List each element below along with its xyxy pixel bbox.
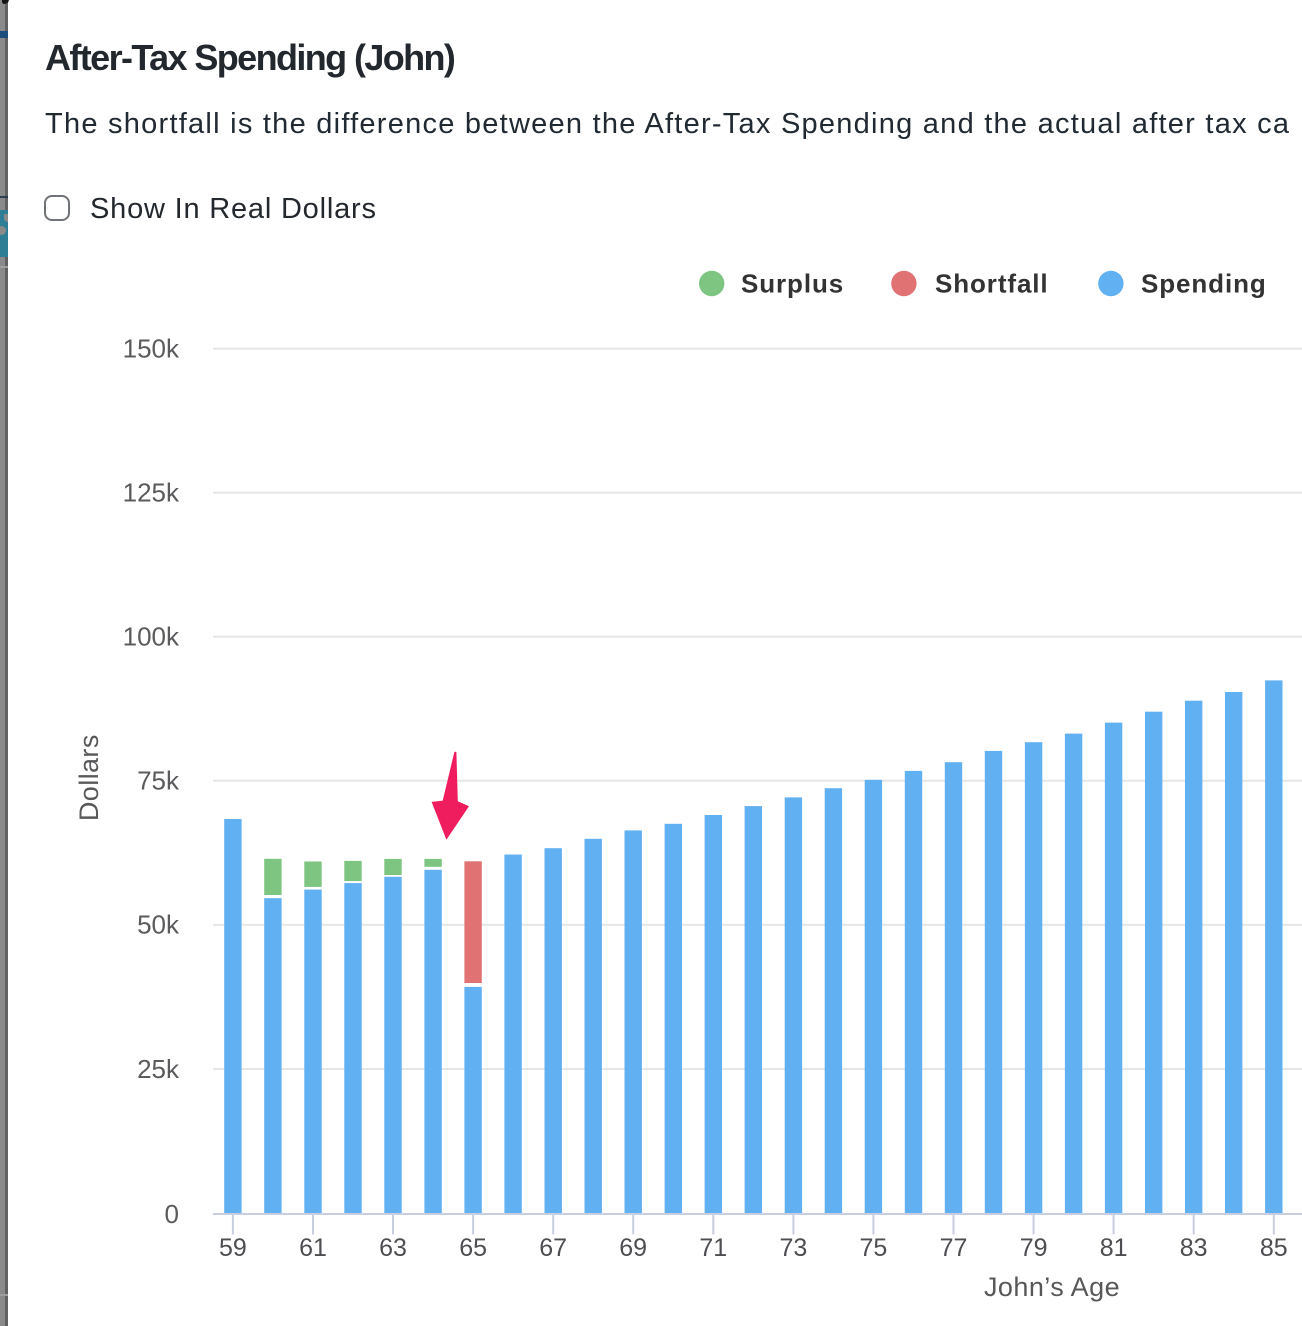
svg-text:Dollars: Dollars — [74, 734, 104, 821]
svg-text:77: 77 — [940, 1234, 968, 1262]
svg-text:25k: 25k — [137, 1054, 180, 1084]
svg-text:Shortfall: Shortfall — [935, 269, 1049, 299]
svg-text:73: 73 — [779, 1234, 807, 1262]
svg-text:79: 79 — [1020, 1234, 1048, 1262]
svg-text:59: 59 — [219, 1234, 247, 1262]
svg-text:100k: 100k — [123, 622, 180, 652]
svg-text:69: 69 — [619, 1234, 647, 1262]
svg-text:125k: 125k — [123, 478, 180, 508]
svg-text:61: 61 — [299, 1234, 327, 1262]
svg-text:0: 0 — [165, 1199, 179, 1229]
svg-text:50k: 50k — [137, 910, 180, 940]
svg-text:150k: 150k — [123, 334, 180, 364]
svg-text:Surplus: Surplus — [741, 269, 844, 299]
svg-text:Spending: Spending — [1141, 269, 1267, 299]
svg-text:81: 81 — [1100, 1234, 1128, 1262]
svg-text:65: 65 — [459, 1234, 487, 1262]
svg-text:85: 85 — [1260, 1234, 1288, 1262]
svg-text:75k: 75k — [137, 766, 180, 796]
svg-text:63: 63 — [379, 1234, 407, 1262]
svg-text:67: 67 — [539, 1234, 567, 1262]
svg-text:75: 75 — [859, 1234, 887, 1262]
svg-text:83: 83 — [1180, 1234, 1208, 1262]
svg-text:John’s Age: John’s Age — [984, 1272, 1120, 1302]
svg-text:71: 71 — [699, 1234, 727, 1262]
